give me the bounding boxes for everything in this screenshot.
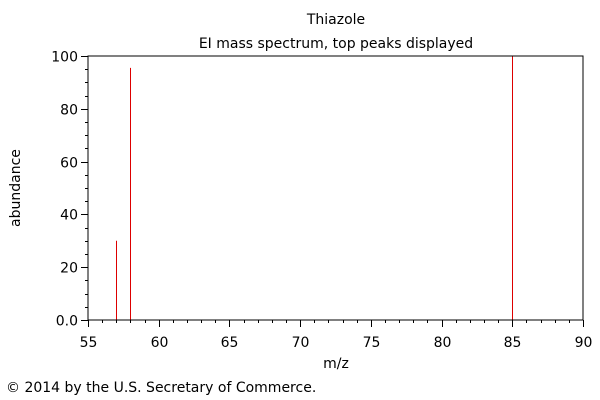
y-tick-label: 100 bbox=[51, 50, 78, 66]
y-tick-label: 40 bbox=[60, 208, 78, 224]
x-tick-label: 60 bbox=[151, 335, 169, 351]
plot-frame bbox=[87, 55, 584, 321]
x-tick-label: 70 bbox=[292, 335, 310, 351]
chart-title: Thiazole bbox=[306, 12, 365, 28]
peaks-layer bbox=[116, 56, 513, 320]
x-tick-label: 90 bbox=[575, 335, 593, 351]
x-tick-label: 65 bbox=[221, 335, 239, 351]
x-tick-label: 80 bbox=[434, 335, 452, 351]
x-tick-label: 85 bbox=[504, 335, 522, 351]
x-tick-label: 55 bbox=[80, 335, 98, 351]
y-tick-label: 60 bbox=[60, 156, 78, 172]
y-tick-label: 0.0 bbox=[56, 314, 78, 330]
ticks-layer: 55 60 65 70 75 80 85 90 0.0 20 40 60 80 100 bbox=[51, 50, 592, 352]
y-axis-label: abundance bbox=[8, 149, 24, 227]
copyright-notice: © 2014 by the U.S. Secretary of Commerce… bbox=[6, 380, 317, 396]
chart-subtitle: EI mass spectrum, top peaks displayed bbox=[199, 36, 473, 52]
x-tick-label: 75 bbox=[363, 335, 381, 351]
x-axis-label: m/z bbox=[323, 356, 349, 372]
y-tick-label: 80 bbox=[60, 103, 78, 119]
y-tick-label: 20 bbox=[60, 261, 78, 277]
